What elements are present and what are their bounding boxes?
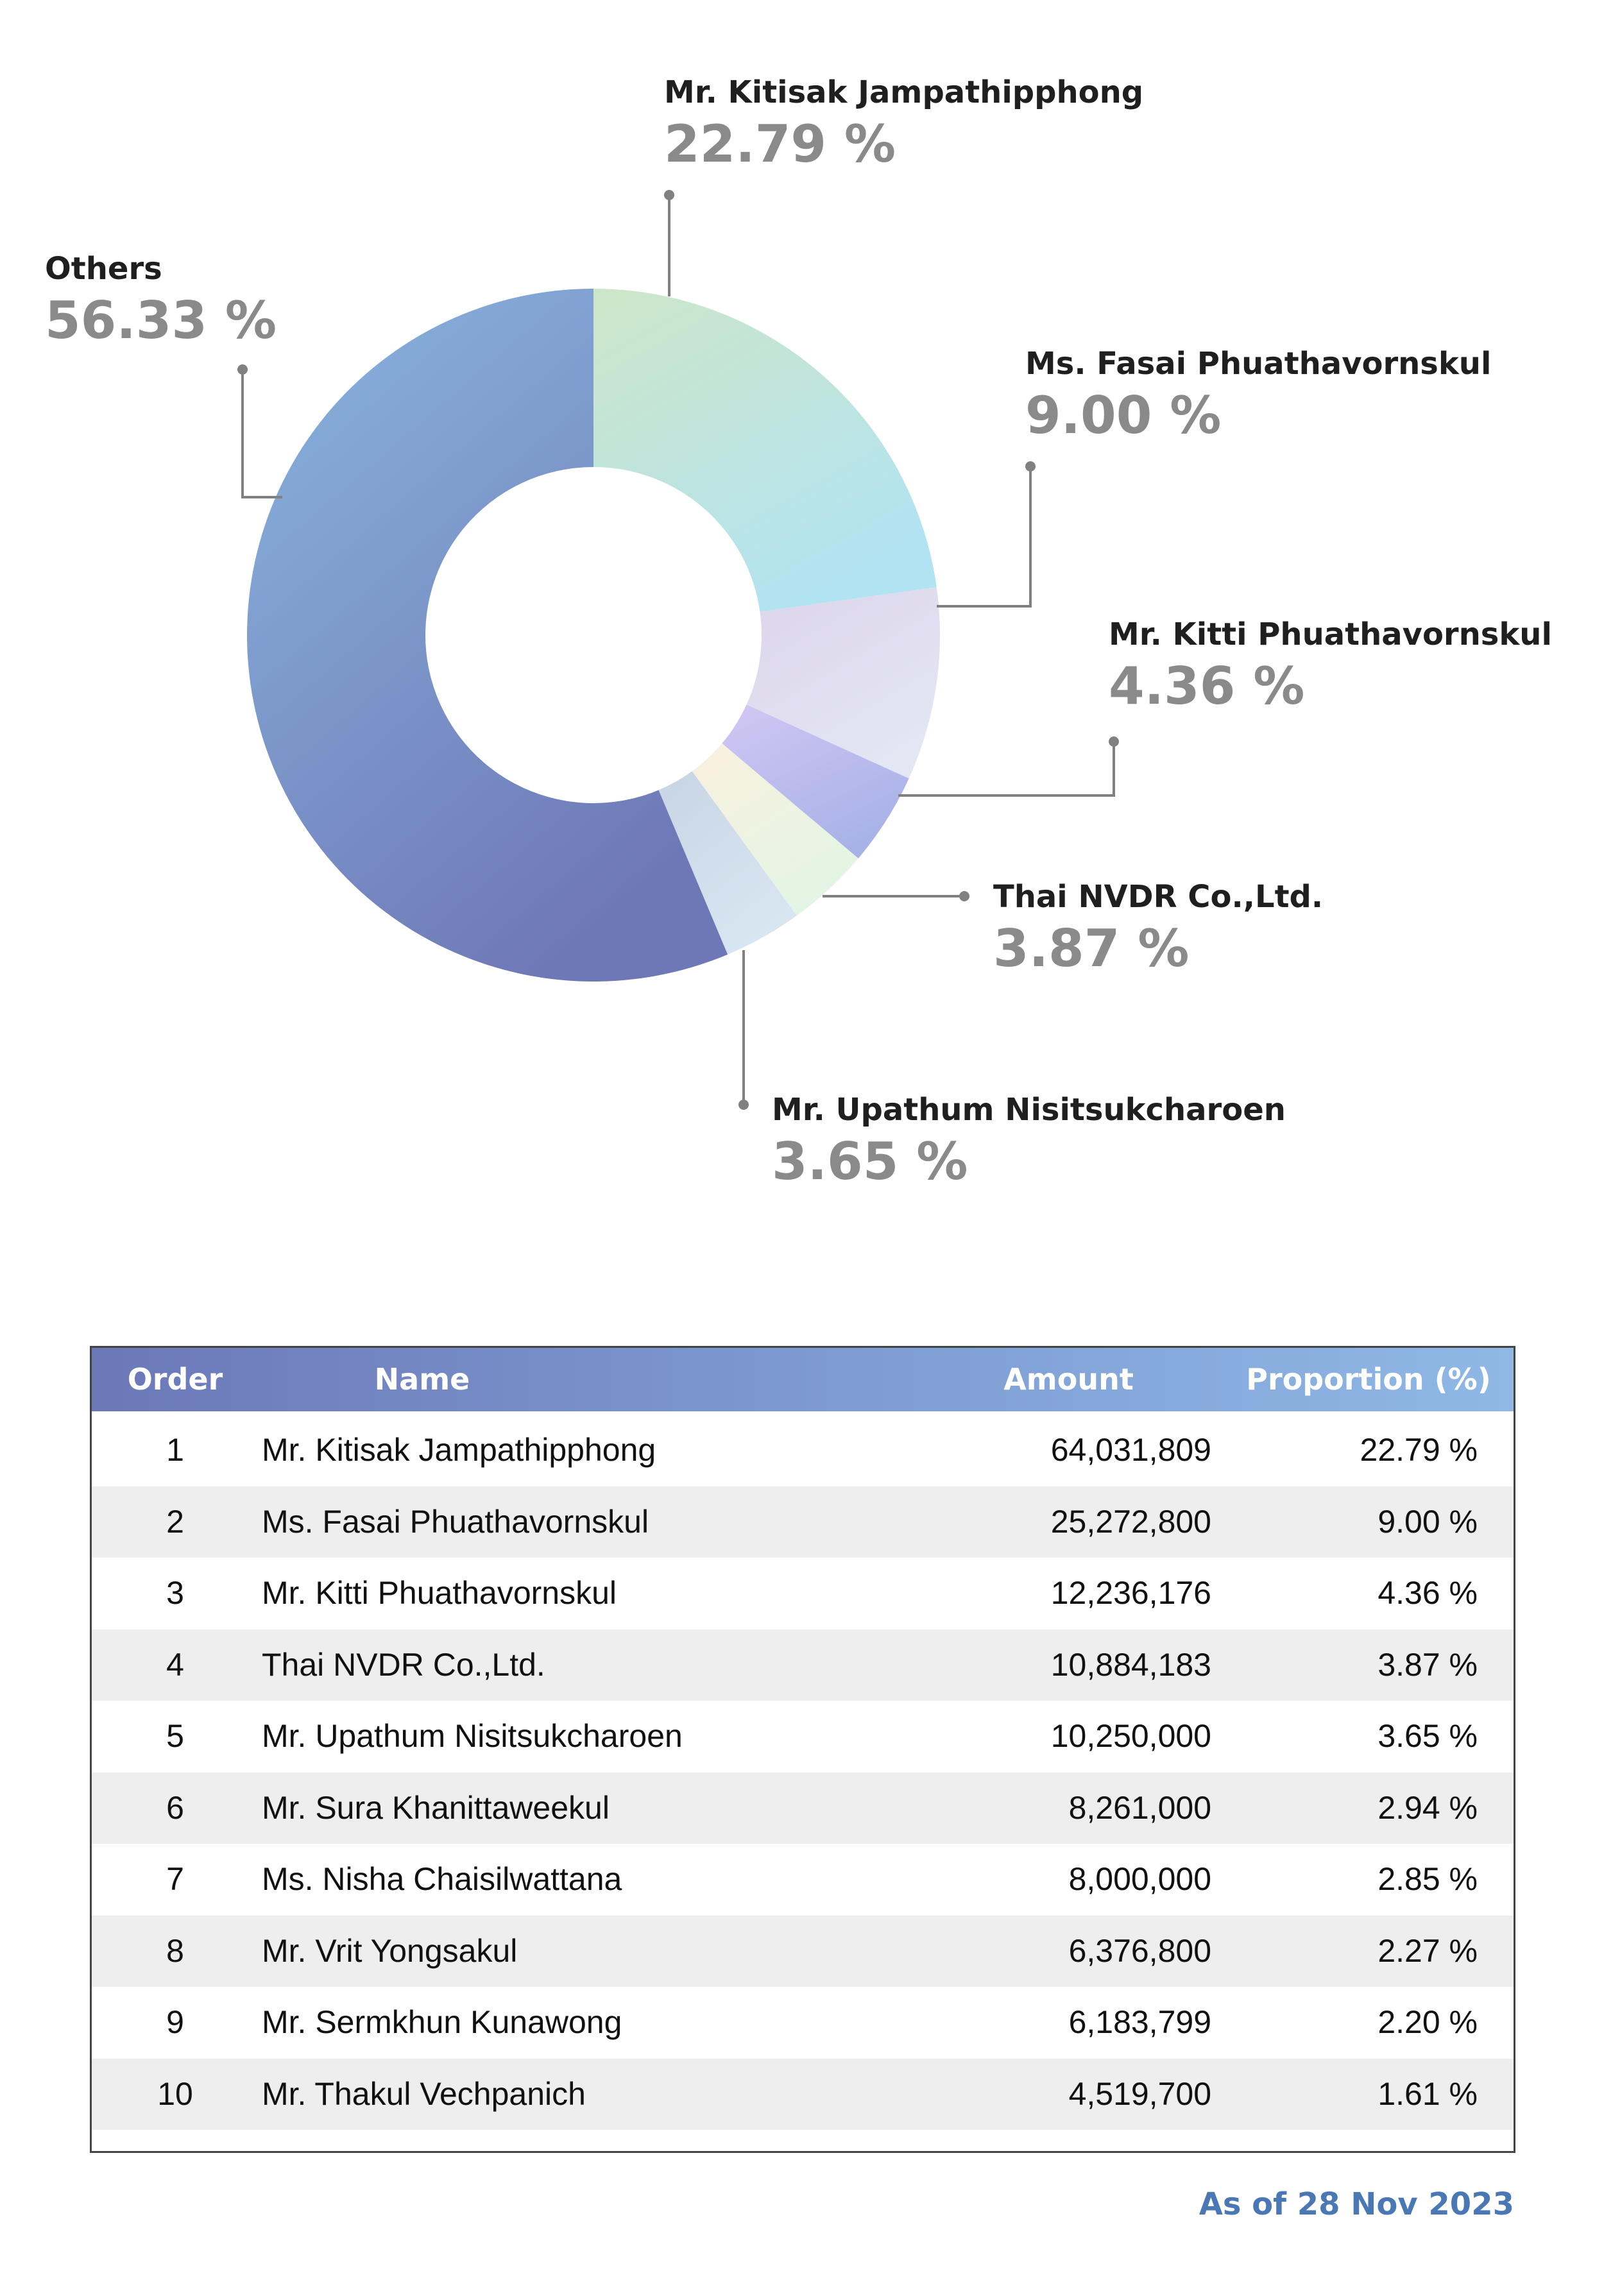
callout-label: Thai NVDR Co.,Ltd. bbox=[993, 879, 1324, 915]
header-amount: Amount bbox=[1003, 1362, 1134, 1397]
table-row: 1 Mr. Kitisak Jampathipphong 64,031,809 22.… bbox=[92, 1415, 1514, 1486]
cell-name: Thai NVDR Co.,Ltd. bbox=[262, 1646, 545, 1683]
leader-line-6 bbox=[241, 370, 282, 498]
cell-proportion: 2.27 % bbox=[1378, 1932, 1478, 1969]
as-of-date: As of 28 Nov 2023 bbox=[1199, 2186, 1514, 2222]
table-row: 2 Ms. Fasai Phuathavornskul 25,272,800 9.00… bbox=[92, 1486, 1514, 1558]
table-row: 6 Mr. Sura Khanittaweekul 8,261,000 2.94 % bbox=[92, 1772, 1514, 1844]
callout-value: 3.87 % bbox=[993, 918, 1190, 978]
cell-name: Mr. Upathum Nisitsukcharoen bbox=[262, 1718, 683, 1754]
table-row: 10 Mr. Thakul Vechpanich 4,519,700 1.61 % bbox=[92, 2058, 1514, 2130]
callout-kitti: Mr. Kitti Phuathavornskul 4.36 % bbox=[1109, 618, 1552, 716]
cell-amount: 10,250,000 bbox=[1050, 1718, 1211, 1754]
cell-proportion: 4.36 % bbox=[1378, 1575, 1478, 1611]
leader-line-2 bbox=[937, 466, 1032, 608]
donut-slice-1 bbox=[593, 289, 937, 612]
leader-lines bbox=[237, 190, 1119, 1110]
callout-value: 22.79 % bbox=[664, 114, 896, 174]
cell-amount: 6,376,800 bbox=[1068, 1932, 1211, 1969]
cell-order: 1 bbox=[166, 1432, 184, 1468]
cell-name: Ms. Nisha Chaisilwattana bbox=[262, 1861, 622, 1897]
table-row: 8 Mr. Vrit Yongsakul 6,376,800 2.27 % bbox=[92, 1915, 1514, 1987]
cell-name: Mr. Vrit Yongsakul bbox=[262, 1932, 518, 1969]
callout-kitisak: Mr. Kitisak Jampathipphong 22.79 % bbox=[664, 76, 1143, 174]
callout-thai-nvdr: Thai NVDR Co.,Ltd. 3.87 % bbox=[993, 880, 1323, 978]
cell-proportion: 3.87 % bbox=[1378, 1646, 1478, 1683]
cell-order: 3 bbox=[166, 1575, 184, 1611]
shareholder-table: Order Name Amount Proportion (%) 1 Mr. Ki… bbox=[90, 1346, 1515, 2153]
cell-proportion: 2.94 % bbox=[1378, 1789, 1478, 1826]
header-proportion: Proportion (%) bbox=[1246, 1362, 1491, 1397]
cell-proportion: 3.65 % bbox=[1378, 1718, 1478, 1754]
cell-proportion: 2.20 % bbox=[1378, 2004, 1478, 2040]
cell-order: 8 bbox=[166, 1932, 184, 1969]
header-name: Name bbox=[374, 1362, 470, 1397]
cell-order: 6 bbox=[166, 1789, 184, 1826]
header-order: Order bbox=[127, 1362, 223, 1397]
cell-amount: 6,183,799 bbox=[1068, 2004, 1211, 2040]
donut-slice-4 bbox=[692, 743, 858, 916]
leader-dot-3 bbox=[1109, 736, 1119, 747]
cell-order: 2 bbox=[166, 1503, 184, 1540]
table-row: 3 Mr. Kitti Phuathavornskul 12,236,176 4.36… bbox=[92, 1558, 1514, 1629]
callout-upathum: Mr. Upathum Nisitsukcharoen 3.65 % bbox=[772, 1093, 1286, 1191]
table-row: 7 Ms. Nisha Chaisilwattana 8,000,000 2.85 % bbox=[92, 1844, 1514, 1915]
cell-proportion: 2.85 % bbox=[1378, 1861, 1478, 1897]
callout-others: Others 56.33 % bbox=[45, 252, 277, 350]
callout-label: Mr. Kitisak Jampathipphong bbox=[664, 74, 1144, 110]
leader-dot-4 bbox=[959, 891, 969, 901]
cell-amount: 10,884,183 bbox=[1050, 1646, 1211, 1683]
donut-slice-6 bbox=[247, 289, 728, 982]
callout-value: 9.00 % bbox=[1025, 385, 1222, 445]
cell-name: Mr. Thakul Vechpanich bbox=[262, 2075, 586, 2112]
leader-line-3 bbox=[898, 742, 1115, 797]
cell-name: Mr. Sermkhun Kunawong bbox=[262, 2004, 622, 2040]
donut-slice-3 bbox=[722, 704, 909, 859]
callout-label: Mr. Upathum Nisitsukcharoen bbox=[772, 1092, 1286, 1128]
shareholder-chart: Mr. Kitisak Jampathipphong 22.79 % Ms. F… bbox=[45, 76, 1552, 1191]
cell-name: Mr. Kitisak Jampathipphong bbox=[262, 1432, 656, 1468]
donut-slices bbox=[247, 289, 941, 982]
leader-dot-1 bbox=[664, 190, 674, 200]
callout-value: 3.65 % bbox=[772, 1131, 968, 1191]
cell-name: Mr. Sura Khanittaweekul bbox=[262, 1789, 610, 1826]
table-row: 5 Mr. Upathum Nisitsukcharoen 10,250,000 3.… bbox=[92, 1701, 1514, 1772]
donut-slice-2 bbox=[746, 587, 941, 779]
donut-chart bbox=[237, 190, 1119, 1110]
cell-proportion: 22.79 % bbox=[1360, 1432, 1478, 1468]
table-row: 9 Mr. Sermkhun Kunawong 6,183,799 2.20 % bbox=[92, 1987, 1514, 2058]
cell-name: Ms. Fasai Phuathavornskul bbox=[262, 1503, 649, 1540]
cell-amount: 64,031,809 bbox=[1050, 1432, 1211, 1468]
cell-amount: 12,236,176 bbox=[1050, 1575, 1211, 1611]
callout-value: 56.33 % bbox=[45, 290, 277, 350]
cell-order: 10 bbox=[157, 2075, 193, 2112]
table-row: 4 Thai NVDR Co.,Ltd. 10,884,183 3.87 % bbox=[92, 1629, 1514, 1701]
cell-order: 9 bbox=[166, 2004, 184, 2040]
cell-amount: 8,261,000 bbox=[1068, 1789, 1211, 1826]
cell-amount: 25,272,800 bbox=[1050, 1503, 1211, 1540]
cell-name: Mr. Kitti Phuathavornskul bbox=[262, 1575, 617, 1611]
leader-dot-6 bbox=[237, 364, 248, 375]
cell-proportion: 1.61 % bbox=[1378, 2075, 1478, 2112]
callout-label: Mr. Kitti Phuathavornskul bbox=[1109, 617, 1552, 652]
callout-value: 4.36 % bbox=[1109, 656, 1305, 716]
leader-dot-5 bbox=[738, 1100, 749, 1110]
cell-order: 4 bbox=[166, 1646, 184, 1683]
callout-fasai: Ms. Fasai Phuathavornskul 9.00 % bbox=[1025, 347, 1491, 445]
donut-slice-5 bbox=[658, 771, 797, 955]
cell-proportion: 9.00 % bbox=[1378, 1503, 1478, 1540]
cell-amount: 4,519,700 bbox=[1068, 2075, 1211, 2112]
cell-order: 5 bbox=[166, 1718, 184, 1754]
cell-amount: 8,000,000 bbox=[1068, 1861, 1211, 1897]
leader-dot-2 bbox=[1025, 461, 1036, 472]
table-header: Order Name Amount Proportion (%) bbox=[92, 1348, 1514, 1411]
callout-label: Ms. Fasai Phuathavornskul bbox=[1025, 346, 1492, 382]
cell-order: 7 bbox=[166, 1861, 184, 1897]
callout-label: Others bbox=[45, 251, 162, 287]
